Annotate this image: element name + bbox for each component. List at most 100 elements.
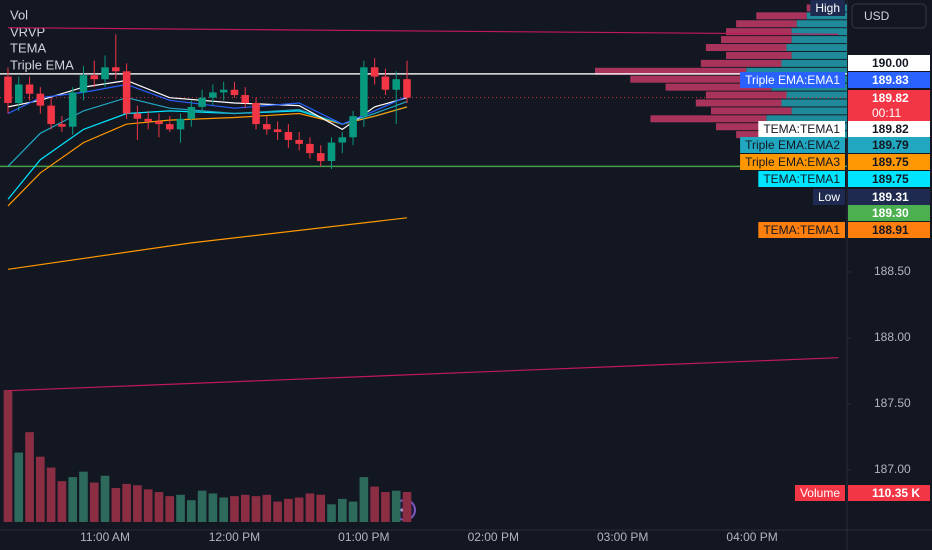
candle-body xyxy=(165,124,174,130)
tag-value: 188.91 xyxy=(872,223,909,237)
tag-value-box xyxy=(848,205,930,221)
volume-bar xyxy=(143,489,153,522)
tag-name-box xyxy=(794,485,845,501)
candle-body xyxy=(316,153,325,162)
candle-body xyxy=(403,79,411,98)
trend-line xyxy=(7,357,839,392)
volume-bar xyxy=(133,485,142,522)
profile-down-bar xyxy=(595,67,747,75)
volume-bar xyxy=(316,494,326,522)
volume-bar xyxy=(327,504,336,522)
candle-body xyxy=(360,67,368,117)
x-tick-label: 01:00 PM xyxy=(338,530,389,544)
x-tick-label: 12:00 PM xyxy=(209,530,260,544)
tag-name: TEMA:TEMA1 xyxy=(763,122,840,136)
volume-bar xyxy=(359,477,369,522)
volume-bar xyxy=(154,492,164,522)
profile-up-bar xyxy=(796,20,847,28)
y-tick-label: 188.00 xyxy=(874,330,911,344)
volume-bar xyxy=(219,497,228,522)
volume-bar xyxy=(294,497,304,522)
x-tick-label: 03:00 PM xyxy=(597,530,648,544)
x-tick-label: 04:00 PM xyxy=(726,530,777,544)
profile-up-bar xyxy=(786,44,847,52)
volume-bar xyxy=(3,390,13,522)
volume-bar xyxy=(197,490,207,522)
y-tick-label: 187.50 xyxy=(874,396,911,410)
tag-name-box xyxy=(758,171,845,187)
volume-bar xyxy=(187,500,196,522)
tag-value-box xyxy=(848,55,930,71)
candle-body xyxy=(14,84,23,103)
candle-body xyxy=(338,137,347,143)
volume-bar xyxy=(68,477,77,522)
candle-body xyxy=(219,89,228,93)
volume-bar xyxy=(284,498,293,522)
volume-bar xyxy=(25,432,34,522)
profile-up-bar xyxy=(781,99,847,107)
volume-bar xyxy=(273,501,282,522)
volume-bar xyxy=(100,475,110,522)
candle-body xyxy=(144,118,152,122)
candle-body xyxy=(90,75,99,80)
candle-body xyxy=(349,116,357,138)
candle-body xyxy=(155,121,163,125)
tag-value: 189.75 xyxy=(872,155,909,169)
profile-down-bar xyxy=(705,44,787,52)
candle-body xyxy=(198,97,206,107)
tag-name-box xyxy=(758,222,845,238)
tag-countdown: 00:11 xyxy=(872,106,901,120)
volume-bar xyxy=(176,494,185,522)
legend-item[interactable]: Vol xyxy=(10,7,28,22)
x-tick-label: 02:00 PM xyxy=(468,530,519,544)
candle-body xyxy=(327,142,336,162)
tag-value: 189.83 xyxy=(872,73,909,87)
tag-value-box xyxy=(848,171,930,187)
tag-name-box xyxy=(740,154,845,170)
volume-bar xyxy=(251,496,261,522)
candle-body xyxy=(392,79,400,90)
legend-item[interactable]: TEMA xyxy=(10,40,46,55)
legend-item[interactable]: Triple EMA xyxy=(10,57,74,72)
candle-body xyxy=(133,113,142,119)
volume-bar xyxy=(402,491,412,522)
tag-name: TEMA:TEMA1 xyxy=(763,172,840,186)
profile-down-bar xyxy=(695,99,782,107)
volume-bar xyxy=(36,456,45,522)
profile-down-bar xyxy=(630,75,757,83)
tag-value-box xyxy=(848,222,930,238)
candle-body xyxy=(101,67,109,80)
candle-body xyxy=(79,75,88,93)
profile-up-bar xyxy=(781,59,847,67)
tag-value: 189.31 xyxy=(872,190,909,204)
tag-name-box xyxy=(810,0,845,16)
candle-body xyxy=(68,92,77,127)
volume-bar xyxy=(262,494,272,522)
tag-value-box xyxy=(848,189,930,205)
profile-down-bar xyxy=(705,91,787,99)
tag-value-box xyxy=(848,154,930,170)
candle-body xyxy=(112,67,120,72)
profile-up-bar xyxy=(791,28,847,36)
profile-up-bar xyxy=(791,36,847,44)
currency-button[interactable] xyxy=(851,3,927,29)
profile-up-bar xyxy=(786,91,847,99)
tag-value: 189.79 xyxy=(872,138,909,152)
profile-down-bar xyxy=(710,107,792,115)
currency-label[interactable]: USD xyxy=(864,9,890,23)
volume-bar xyxy=(57,481,67,522)
x-tick-label: 11:00 AM xyxy=(80,530,130,544)
tag-name: Volume xyxy=(800,486,840,500)
candle-body xyxy=(306,143,314,154)
tag-name: Triple EMA:EMA1 xyxy=(745,73,840,87)
tag-name-box xyxy=(740,137,845,153)
profile-down-bar xyxy=(721,36,792,44)
candle-body xyxy=(58,124,66,127)
candle-body xyxy=(252,102,260,125)
legend-item[interactable]: VRVP xyxy=(10,24,45,39)
volume-bar xyxy=(337,498,347,522)
volume-bar xyxy=(240,494,250,522)
candle-body xyxy=(187,106,196,119)
candle-body xyxy=(25,84,34,94)
volume-bar xyxy=(122,483,131,522)
